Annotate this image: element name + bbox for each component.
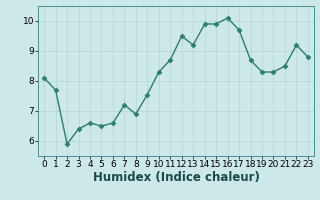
X-axis label: Humidex (Indice chaleur): Humidex (Indice chaleur) bbox=[92, 171, 260, 184]
